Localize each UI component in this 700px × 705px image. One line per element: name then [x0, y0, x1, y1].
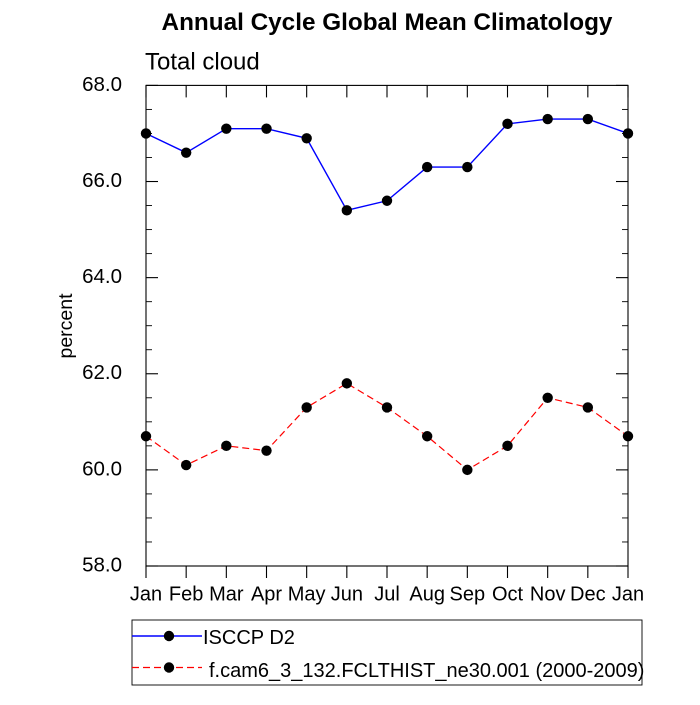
svg-text:Jun: Jun	[331, 584, 363, 606]
svg-text:Mar: Mar	[209, 584, 244, 606]
svg-text:Aug: Aug	[409, 584, 445, 606]
svg-text:Sep: Sep	[450, 584, 486, 606]
svg-text:60.0: 60.0	[82, 457, 122, 480]
svg-text:Nov: Nov	[530, 584, 566, 606]
svg-text:68.0: 68.0	[82, 73, 122, 96]
svg-text:Feb: Feb	[169, 584, 203, 606]
svg-text:Jan: Jan	[130, 584, 162, 606]
svg-text:Jan: Jan	[612, 584, 644, 606]
svg-text:58.0: 58.0	[82, 553, 122, 576]
svg-text:Apr: Apr	[251, 584, 282, 606]
svg-text:ISCCP D2: ISCCP D2	[203, 627, 295, 649]
svg-text:64.0: 64.0	[82, 265, 122, 288]
svg-text:Dec: Dec	[570, 584, 606, 606]
svg-text:Total cloud: Total cloud	[145, 49, 260, 76]
svg-text:66.0: 66.0	[82, 169, 122, 192]
svg-text:percent: percent	[55, 293, 77, 359]
svg-text:May: May	[288, 584, 326, 606]
svg-text:Oct: Oct	[492, 584, 524, 606]
svg-text:62.0: 62.0	[82, 361, 122, 384]
svg-text:Jul: Jul	[374, 584, 400, 606]
svg-text:f.cam6_3_132.FCLTHIST_ne30.001: f.cam6_3_132.FCLTHIST_ne30.001 (2000-200…	[209, 660, 644, 682]
svg-text:Annual Cycle Global Mean Clima: Annual Cycle Global Mean Climatology	[162, 9, 613, 36]
